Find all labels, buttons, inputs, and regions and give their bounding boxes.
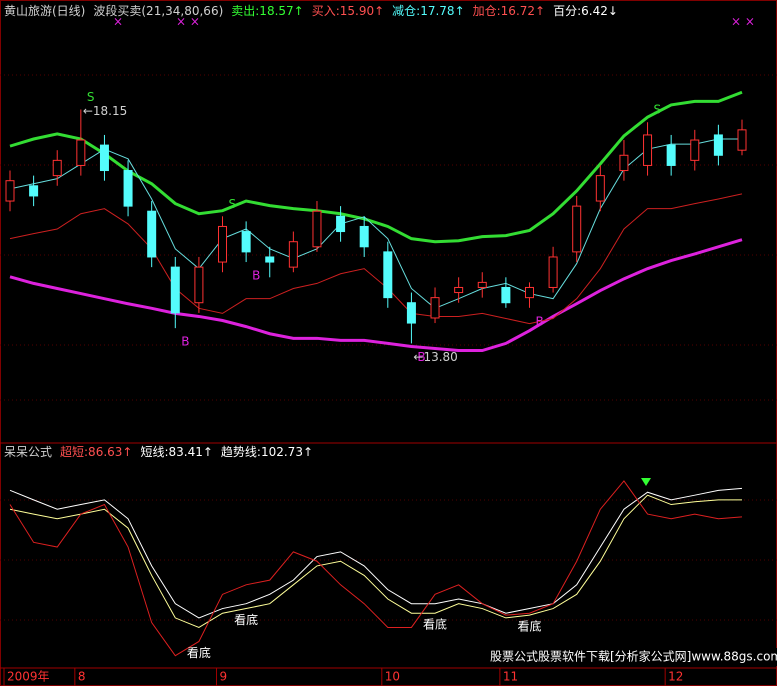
signal-arrow xyxy=(641,478,651,486)
candle-body xyxy=(595,175,605,202)
footer-box xyxy=(488,648,777,666)
low-label: ←13.80 xyxy=(413,350,457,364)
header-item: 减仓:17.78↑ xyxy=(392,4,464,18)
candle-body xyxy=(737,129,747,151)
signal-label: 看底 xyxy=(517,619,541,634)
candle-body xyxy=(170,266,180,314)
candle-body xyxy=(477,281,487,288)
x-tick-label: 11 xyxy=(503,670,518,684)
candle-body xyxy=(265,256,275,263)
candle-body xyxy=(288,241,298,268)
candle-body xyxy=(572,205,582,253)
header-item: 短线:83.41↑ xyxy=(140,445,212,459)
header-item: 百分:6.42↓ xyxy=(553,4,618,18)
signal-label: S xyxy=(229,197,237,211)
candle-body xyxy=(666,144,676,166)
header-item: 超短:86.63↑ xyxy=(60,444,132,459)
marker: × × xyxy=(176,15,200,29)
x-tick-label: 12 xyxy=(668,670,683,684)
candle-body xyxy=(643,134,653,166)
header-item: 趋势线:102.73↑ xyxy=(221,445,313,459)
candle-body xyxy=(383,251,393,299)
header-item: 黄山旅游(日线) xyxy=(4,4,85,18)
candle-body xyxy=(194,266,204,304)
indicator-line xyxy=(9,193,743,325)
candle-body xyxy=(501,286,511,304)
candle-body xyxy=(359,225,369,248)
header: 呆呆公式 超短:86.63↑ 短线:83.41↑ 趋势线:102.73↑ xyxy=(4,444,313,459)
header-item: 波段买卖(21,34,80,66) xyxy=(93,3,223,18)
candle-body xyxy=(690,139,700,161)
candle-body xyxy=(99,144,109,172)
header: 黄山旅游(日线) 波段买卖(21,34,80,66) 卖出:18.57↑ 买入:15.… xyxy=(4,3,618,18)
candle-body xyxy=(454,286,464,294)
header-item: 加仓:16.72↑ xyxy=(473,4,545,18)
signal-label: 看底 xyxy=(423,617,447,632)
candle-body xyxy=(218,225,228,263)
marker: × × xyxy=(731,15,755,29)
candle-body xyxy=(619,154,629,172)
signal-label: 看底 xyxy=(234,612,258,627)
footer: 股票公式股票软件下载[分析家公式网]www.88gs.com xyxy=(490,649,777,664)
candle-body xyxy=(336,215,346,233)
signal-label: B xyxy=(417,350,425,364)
signal-label: S xyxy=(654,103,662,117)
candle-body xyxy=(312,210,322,248)
signal-label: B xyxy=(181,335,189,349)
x-tick-label: 2009年 xyxy=(7,670,50,684)
signal-label: B xyxy=(535,314,543,328)
high-label: ←18.15 xyxy=(83,104,127,118)
candle-body xyxy=(29,185,39,197)
candle-body xyxy=(406,302,416,324)
signal-label: S xyxy=(87,90,95,104)
marker: × xyxy=(113,15,123,29)
indicator-line xyxy=(9,138,742,309)
header-item: 买入:15.90↑ xyxy=(312,4,384,18)
candle-body xyxy=(430,297,440,319)
header-item: 卖出:18.57↑ xyxy=(231,4,303,18)
x-tick-label: 10 xyxy=(385,670,400,684)
candle-body xyxy=(524,286,534,299)
candle-body xyxy=(147,210,157,258)
candle-body xyxy=(713,134,723,156)
indicator-line xyxy=(9,480,743,657)
x-tick-label: 8 xyxy=(78,670,86,684)
signal-label: 看底 xyxy=(187,645,211,660)
candle-body xyxy=(123,170,133,207)
x-tick-label: 9 xyxy=(220,670,228,684)
candle-body xyxy=(5,180,15,202)
indicator-line xyxy=(9,487,743,619)
signal-label: B xyxy=(252,269,260,283)
candle-body xyxy=(548,256,558,288)
indicator-line xyxy=(9,238,743,353)
candle-body xyxy=(52,159,62,177)
indicator-line xyxy=(9,494,742,628)
header-item: 呆呆公式 xyxy=(4,445,52,459)
candle-body xyxy=(241,231,251,253)
candle-body xyxy=(76,139,86,166)
